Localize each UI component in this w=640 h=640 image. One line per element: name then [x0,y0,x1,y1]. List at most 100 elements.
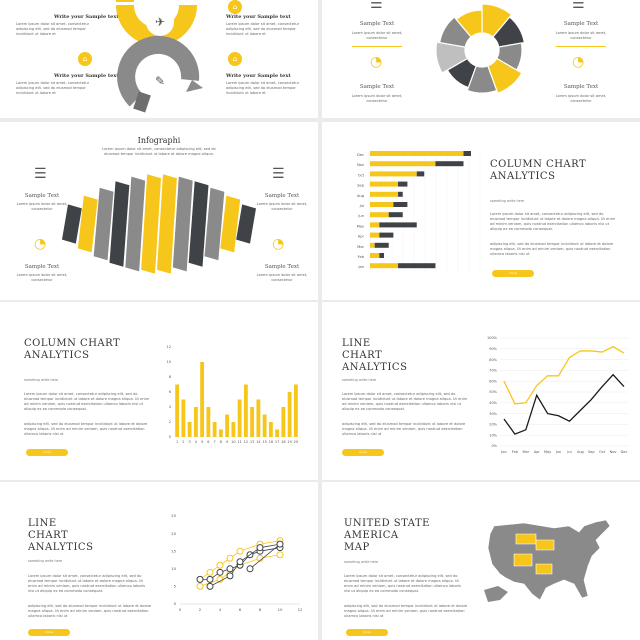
infinity-graphic: ✈ ✎ [116,0,203,113]
tick-label: Dec [357,153,364,157]
x-tick-label: 3 [189,440,191,444]
donut-chart [435,3,526,94]
column [218,429,223,437]
slide-infinity-infographic[interactable]: Write your Sample text Lorem ipsum dolor… [0,0,318,118]
tick-label: Apr [358,235,365,239]
slide-donut-chart[interactable]: ☰ Sample Text Lorem ipsum dolor sit amet… [322,0,640,118]
slide-title: LINE CHART ANALYTICS [342,338,408,373]
tick-label: Nov [357,163,365,167]
data-point [226,554,234,562]
y-tick-label: 10% [489,433,497,437]
data-point [196,575,204,583]
y-tick-label: 70% [489,369,497,373]
bar [370,263,399,269]
tick-label: Jan [357,265,364,269]
slide-subtitle: someting write here [342,378,377,382]
slide-infographic-stripes[interactable]: Infographi Lorem ipsum dolor sit amet, c… [0,122,318,300]
sample-title: Write your Sample text [226,73,291,79]
column [268,422,273,437]
burger-icon: ☰ [272,166,285,182]
data-point [236,547,244,555]
donut-slice [492,16,526,48]
slide-scatter-chart[interactable]: LINE CHART ANALYTICS someting write here L… [0,482,318,640]
stripe [62,204,82,244]
column [281,407,286,437]
tick-label: Aug [357,194,364,198]
bar [379,222,417,228]
y-tick-label: 15 [171,548,176,553]
house-icon: ⌂ [228,52,242,66]
more-button[interactable]: more [492,270,534,277]
data-point [206,575,214,583]
paragraph: adipiscing elit, sed do eiusmod tempor i… [342,422,466,436]
more-button[interactable]: more [342,449,384,456]
burger-icon: ☰ [572,0,585,12]
more-button[interactable]: more [26,449,68,456]
paragraph: adipiscing elit, sed do eiusmod tempor i… [28,604,152,618]
x-tick-label: 19 [287,440,291,444]
x-tick-label: 9 [226,440,228,444]
more-button[interactable]: more [28,629,70,636]
stripe [188,181,209,267]
tick-label: Sep [357,184,364,188]
donut-slice [487,57,523,94]
bar [370,181,399,187]
bar [370,202,394,207]
slide-column-chart[interactable]: COLUMN CHART ANALYTICS someting write her… [0,302,318,480]
donut-slice [438,16,472,48]
sample-body: Lorem ipsum dolor sit amet, consectetur [256,202,308,211]
stripes-graphic [62,174,256,274]
stripe [125,176,146,272]
sample-body: Lorem ipsum dolor sit amet, consectetur [555,31,607,40]
sample-title: Sample Text [359,21,395,27]
data-point [206,568,214,576]
slide-line-chart[interactable]: LINE CHART ANALYTICS someting write here L… [322,302,640,480]
x-tick-label: Aug [577,450,584,454]
bar [370,191,399,197]
x-tick-label: Nov [610,450,617,454]
more-button[interactable]: more [346,629,388,636]
bar [398,191,403,197]
paragraph: Lorem ipsum dolor sit amet, consectetur … [24,392,150,411]
slide-horizontal-bar-chart[interactable]: Dec Nov Oct Sep Aug Jul Jun May Apr Mar Feb Jan COL… [322,122,640,300]
column [175,384,180,437]
x-tick-label: 16 [269,440,273,444]
sample-body: Lorem ipsum dolor sit amet, consectetur [16,202,68,211]
paragraph: Lorem ipsum dolor sit amet, consectetur … [490,212,616,231]
data-point [246,565,254,573]
x-tick-label: 18 [281,440,285,444]
data-point [216,568,224,576]
x-tick-label: 6 [207,440,209,444]
x-tick-label: 10 [231,440,235,444]
data-point [256,544,264,552]
bar [374,242,389,248]
donut-slice [435,41,469,74]
bar [463,151,471,156]
bar [370,222,380,228]
sample-body: Lorem ipsum dolor sit amet, consectetur … [226,81,300,95]
x-tick-label: 6 [239,607,242,612]
sample-title: Write your Sample text [226,14,291,20]
bar [370,161,436,167]
bar [379,232,394,238]
slide-us-map[interactable]: UNITED STATE AMERICA MAP someting write he… [322,482,640,640]
data-point [236,558,244,566]
sample-title: Sample Text [264,264,300,270]
slide-title: Infographi [137,136,181,145]
line-chart: 0% 10% 20% 30% 40% 50% 60% 70% 80% 90% 100% Jan Feb M… [487,336,628,454]
pizza-icon: ◔ [370,54,383,70]
y-tick-label: 40% [489,401,497,405]
sample-body: Lorem ipsum dolor sit amet, consectetur [351,31,403,40]
y-tick-label: 2 [169,420,171,424]
bar [398,263,436,269]
y-tick-label: 4 [169,405,172,409]
column [287,392,292,437]
x-tick-label: Dec [621,450,628,454]
slide-description: Lorem ipsum dolor sit amet, consectetur … [102,147,216,156]
y-tick-label: 0% [491,444,497,448]
bar [435,161,464,167]
sample-title: Sample Text [24,193,60,199]
sample-body: Lorem ipsum dolor sit amet, consectetur … [16,22,90,36]
y-tick-label: 80% [489,358,497,362]
column [181,399,186,437]
